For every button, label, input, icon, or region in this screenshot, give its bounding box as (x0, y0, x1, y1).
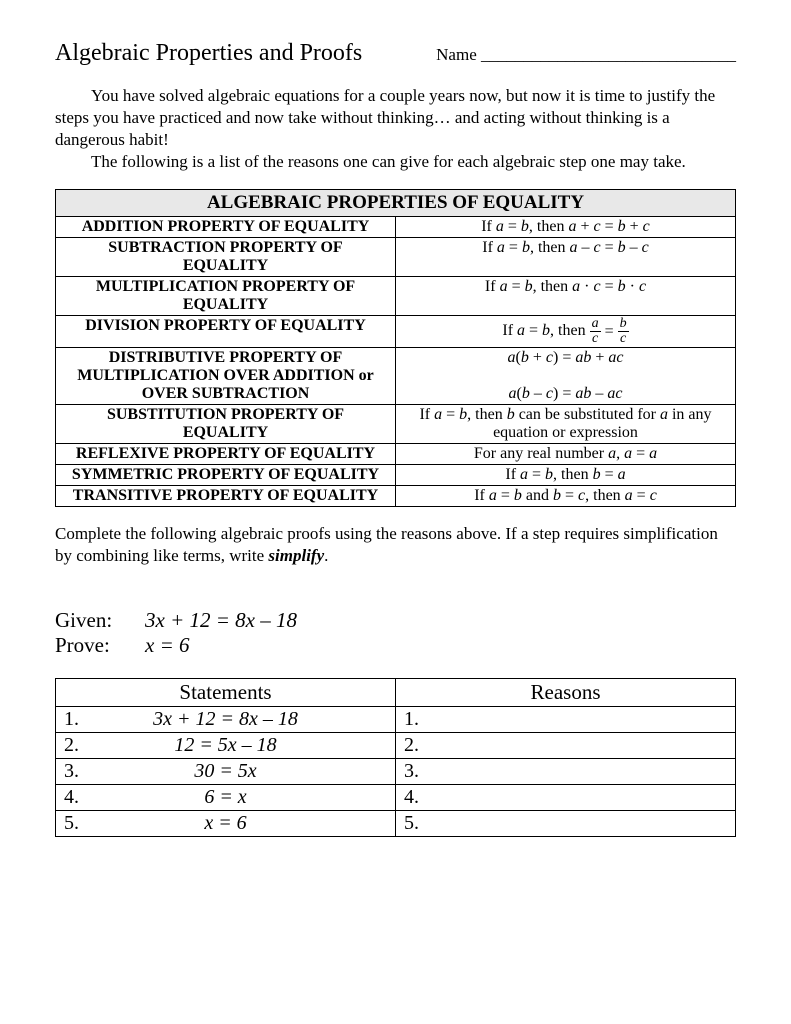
intro-paragraph-1: You have solved algebraic equations for … (55, 85, 736, 151)
property-name: TRANSITIVE PROPERTY OF EQUALITY (56, 486, 396, 507)
statement-number: 1. (64, 708, 79, 731)
properties-table: ALGEBRAIC PROPERTIES OF EQUALITY ADDITIO… (55, 189, 736, 507)
instructions-post: . (324, 546, 328, 565)
given-prove: Given: 3x + 12 = 8x – 18 Prove: x = 6 (55, 608, 736, 658)
instructions: Complete the following algebraic proofs … (55, 523, 736, 567)
property-desc: If a = b, then a + c = b + c (396, 217, 736, 238)
property-desc: If a = b, then b = a (396, 465, 736, 486)
statement-cell: 3.30 = 5x (56, 758, 396, 784)
property-desc: If a = b, then ac=bc (396, 316, 736, 348)
statement-cell: 1.3x + 12 = 8x – 18 (56, 706, 396, 732)
property-desc: If a = b, then b can be substituted for … (396, 405, 736, 444)
name-field: Name ______________________________ (436, 45, 736, 65)
statement-cell: 5.x = 6 (56, 810, 396, 836)
statement-number: 5. (64, 812, 79, 835)
statement-eq: 12 = 5x – 18 (64, 734, 387, 757)
given-expression: 3x + 12 = 8x – 18 (145, 608, 297, 633)
proof-header-reasons: Reasons (396, 678, 736, 706)
proof-header-statements: Statements (56, 678, 396, 706)
statement-cell: 2.12 = 5x – 18 (56, 732, 396, 758)
statement-eq: 6 = x (64, 786, 387, 809)
prove-expression: x = 6 (145, 633, 190, 658)
property-desc: If a = b and b = c, then a = c (396, 486, 736, 507)
property-name: MULTIPLICATION PROPERTY OF EQUALITY (56, 277, 396, 316)
statement-eq: x = 6 (64, 812, 387, 835)
intro-text: You have solved algebraic equations for … (55, 85, 736, 173)
reason-cell: 4. (396, 784, 736, 810)
header: Algebraic Properties and Proofs Name ___… (55, 40, 736, 67)
statement-number: 4. (64, 786, 79, 809)
property-name: DISTRIBUTIVE PROPERTY OF MULTIPLICATION … (56, 348, 396, 405)
reason-cell: 3. (396, 758, 736, 784)
reason-cell: 1. (396, 706, 736, 732)
prove-label: Prove: (55, 633, 145, 658)
given-label: Given: (55, 608, 145, 633)
statement-cell: 4.6 = x (56, 784, 396, 810)
property-desc: For any real number a, a = a (396, 444, 736, 465)
statement-eq: 3x + 12 = 8x – 18 (64, 708, 387, 731)
property-desc: If a = b, then a · c = b · c (396, 277, 736, 316)
property-name: SUBTRACTION PROPERTY OF EQUALITY (56, 238, 396, 277)
property-desc: a(b + c) = ab + aca(b – c) = ab – ac (396, 348, 736, 405)
page-title: Algebraic Properties and Proofs (55, 40, 362, 67)
property-name: SYMMETRIC PROPERTY OF EQUALITY (56, 465, 396, 486)
statement-number: 3. (64, 760, 79, 783)
instructions-bold: simplify (268, 546, 324, 565)
property-name: SUBSTITUTION PROPERTY OF EQUALITY (56, 405, 396, 444)
reason-cell: 2. (396, 732, 736, 758)
instructions-pre: Complete the following algebraic proofs … (55, 524, 718, 565)
statement-number: 2. (64, 734, 79, 757)
reason-cell: 5. (396, 810, 736, 836)
property-name: DIVISION PROPERTY OF EQUALITY (56, 316, 396, 348)
intro-paragraph-2: The following is a list of the reasons o… (55, 151, 736, 173)
property-desc: If a = b, then a – c = b – c (396, 238, 736, 277)
statement-eq: 30 = 5x (64, 760, 387, 783)
property-name: REFLEXIVE PROPERTY OF EQUALITY (56, 444, 396, 465)
proof-table: Statements Reasons 1.3x + 12 = 8x – 18 1… (55, 678, 736, 837)
property-name: ADDITION PROPERTY OF EQUALITY (56, 217, 396, 238)
properties-table-title: ALGEBRAIC PROPERTIES OF EQUALITY (56, 190, 736, 217)
